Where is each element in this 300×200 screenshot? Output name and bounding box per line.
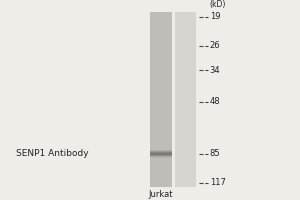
Text: 34: 34 xyxy=(210,66,220,75)
Text: 85: 85 xyxy=(210,149,220,158)
Text: Jurkat: Jurkat xyxy=(148,190,173,199)
FancyBboxPatch shape xyxy=(150,150,172,152)
FancyBboxPatch shape xyxy=(150,156,172,157)
Text: SENP1 Antibody: SENP1 Antibody xyxy=(16,149,88,158)
FancyBboxPatch shape xyxy=(176,12,196,187)
Text: 26: 26 xyxy=(210,41,220,50)
FancyBboxPatch shape xyxy=(150,152,172,153)
FancyBboxPatch shape xyxy=(150,154,172,155)
Text: 19: 19 xyxy=(210,12,220,21)
FancyBboxPatch shape xyxy=(150,155,172,156)
FancyBboxPatch shape xyxy=(150,12,172,187)
FancyBboxPatch shape xyxy=(150,156,172,157)
FancyBboxPatch shape xyxy=(150,153,172,154)
FancyBboxPatch shape xyxy=(150,154,172,155)
Text: (kD): (kD) xyxy=(210,0,226,9)
FancyBboxPatch shape xyxy=(150,153,172,154)
FancyBboxPatch shape xyxy=(150,151,172,152)
FancyBboxPatch shape xyxy=(150,152,172,156)
FancyBboxPatch shape xyxy=(150,152,172,153)
FancyBboxPatch shape xyxy=(150,151,172,152)
Text: 117: 117 xyxy=(210,178,226,187)
Text: 48: 48 xyxy=(210,97,220,106)
FancyBboxPatch shape xyxy=(150,155,172,156)
FancyBboxPatch shape xyxy=(150,153,172,155)
